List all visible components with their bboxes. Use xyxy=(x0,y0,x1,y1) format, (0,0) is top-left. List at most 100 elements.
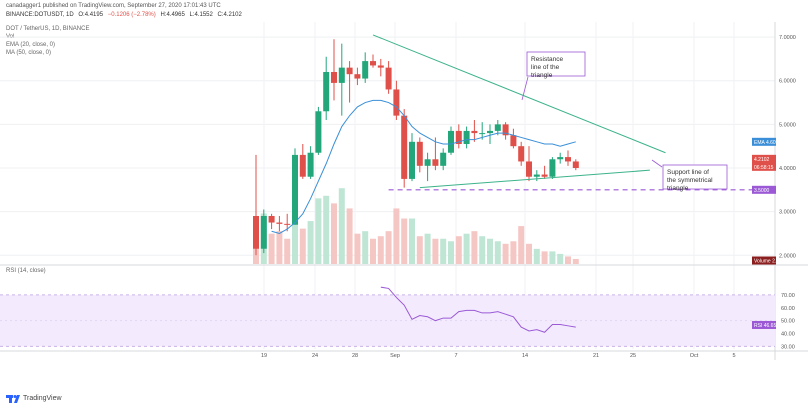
note-line: triangle xyxy=(531,72,553,79)
rsi-legend[interactable]: RSI (14, close) xyxy=(6,268,46,274)
volume-bar xyxy=(377,236,384,264)
candle xyxy=(565,150,571,166)
candle xyxy=(362,52,369,83)
brand-label: TradingView xyxy=(23,395,62,402)
candle xyxy=(331,39,337,101)
x-tick-label: 28 xyxy=(352,353,358,359)
rsi-axis[interactable]: 70.00 60.00 50.00 40.00 30.00 xyxy=(781,293,795,351)
volume-tag-bg xyxy=(752,256,776,265)
candle-body xyxy=(424,159,431,166)
candle-body xyxy=(463,130,470,144)
candle xyxy=(338,43,345,116)
note-line: triangle xyxy=(667,185,689,192)
note-line: line of the xyxy=(531,64,560,71)
resistance-annotation: Resistance line of the triangle xyxy=(521,51,586,101)
y-tick-label: 4.0000 xyxy=(779,166,796,172)
candle xyxy=(323,56,330,120)
candle xyxy=(463,126,470,149)
candle xyxy=(260,209,267,254)
tradingview-brand[interactable]: TradingView xyxy=(6,394,62,403)
candle xyxy=(292,148,298,225)
candle-body xyxy=(416,141,423,166)
rsi-tag: RSI 46.65 xyxy=(752,320,776,329)
rsi-grid xyxy=(0,294,775,347)
candle-body xyxy=(541,174,548,177)
volume-bar xyxy=(463,233,470,264)
volume-bar xyxy=(409,218,415,264)
candle xyxy=(354,67,361,86)
candle xyxy=(385,61,392,94)
candle xyxy=(502,122,509,140)
candle xyxy=(284,213,291,232)
high-value: H:4.4965 xyxy=(160,12,185,18)
volume-bar xyxy=(440,238,447,264)
candle-body xyxy=(471,130,478,134)
ema-tag-text: EMA 4.6092 xyxy=(754,140,781,146)
candle-body xyxy=(284,223,291,225)
price-axis[interactable]: 7.0000 6.0000 5.0000 4.0000 3.0000 2.0000 xyxy=(779,35,796,259)
resistance-trendline[interactable] xyxy=(372,34,666,154)
volume-tag-text: Volume 2.7174M xyxy=(754,259,792,265)
candle xyxy=(455,124,462,149)
x-tick-label: 7 xyxy=(454,353,457,359)
open-value: O:4.4195 xyxy=(78,12,104,18)
price-tags: EMA 4.6092 4.2102 06:58:15 3.5000 Volume 2.7… xyxy=(752,137,792,329)
symbol-label[interactable]: BINANCE:DOTUSDT, 1D xyxy=(6,12,74,18)
volume-bar xyxy=(572,258,579,264)
x-tick-label: 14 xyxy=(522,353,528,359)
pair-legend[interactable]: DOT / TetherUS, 1D, BINANCE xyxy=(6,26,90,32)
low-value: L:4.1552 xyxy=(189,12,213,18)
support-trendline[interactable] xyxy=(419,169,650,189)
candle-body xyxy=(260,216,267,249)
volume-bar xyxy=(362,231,369,264)
volume-bar xyxy=(338,188,345,264)
candle-body xyxy=(299,154,306,177)
y-tick-label: 3.0000 xyxy=(779,210,796,216)
candle-body xyxy=(401,115,408,179)
time-axis[interactable]: 19 24 28 Sep 7 14 21 25 Oct 5 xyxy=(261,353,736,359)
rsi-tag-bg xyxy=(752,320,776,329)
rsi-tick-label: 60.00 xyxy=(781,306,795,312)
candle-body xyxy=(494,124,501,131)
volume-bar xyxy=(541,251,548,264)
price-tag-bg xyxy=(752,154,776,171)
rsi-tag-text: RSI 46.65 xyxy=(754,323,776,329)
candle-body xyxy=(331,72,337,83)
volume-bar xyxy=(502,243,509,264)
rsi-line xyxy=(380,286,576,333)
candle-body xyxy=(393,89,400,116)
x-tick-label: Sep xyxy=(390,353,400,359)
volume-bar xyxy=(268,233,275,264)
candle-body xyxy=(323,72,330,112)
note-line: Resistance xyxy=(531,56,564,63)
candle-body xyxy=(409,141,415,179)
publisher-text: canadagger1 published on TradingView.com… xyxy=(6,3,221,9)
candle xyxy=(370,54,376,68)
price-tag-text: 06:58:15 xyxy=(754,165,774,171)
volume-bar xyxy=(487,238,493,264)
ma-legend[interactable]: MA (50, close, 0) xyxy=(6,50,52,56)
close-value: C:4.2102 xyxy=(217,12,242,18)
candle xyxy=(315,106,322,155)
volume-bar xyxy=(494,241,501,264)
support-tag-text: 3.5000 xyxy=(754,188,770,194)
x-tick-label: Oct xyxy=(690,353,699,359)
candle xyxy=(268,213,275,230)
support-tag: 3.5000 xyxy=(752,185,776,194)
candle-body xyxy=(572,161,579,168)
candle-body xyxy=(362,61,369,79)
candle-body xyxy=(253,216,259,249)
volume-tag: Volume 2.7174M xyxy=(752,256,792,265)
candle xyxy=(533,170,540,182)
support-tag-bg xyxy=(752,185,776,194)
candle-body xyxy=(338,67,345,83)
ema-legend[interactable]: EMA (20, close, 0) xyxy=(6,42,56,48)
candle-body xyxy=(533,174,540,177)
rsi-tick-label: 30.00 xyxy=(781,344,795,350)
candle xyxy=(377,58,384,77)
volume-bar xyxy=(448,241,454,264)
candle xyxy=(549,157,556,179)
x-tick-label: 25 xyxy=(630,353,636,359)
volume-bar xyxy=(557,253,564,264)
